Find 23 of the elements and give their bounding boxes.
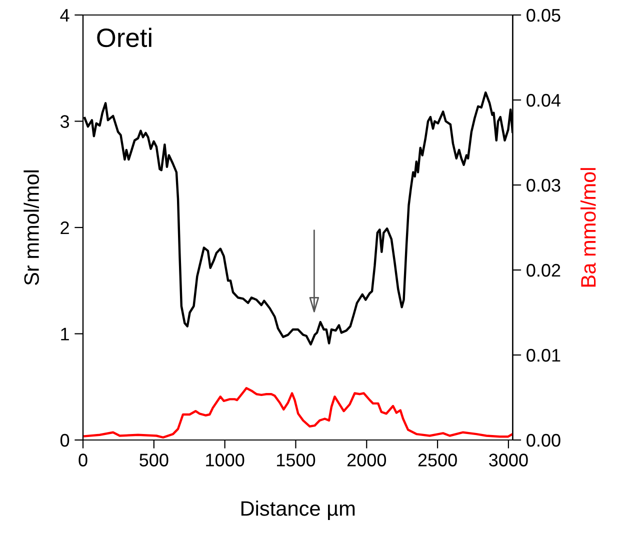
y2-axis-title: Ba mmol/mol [580, 168, 596, 287]
x-tick-label: 500 [140, 454, 168, 466]
y-tick-label: 0 [60, 434, 70, 447]
x-tick-label: 1000 [206, 454, 244, 466]
y2-tick-label: 0.04 [526, 94, 561, 107]
y2-tick-label: 0.05 [526, 8, 560, 22]
x-tick-label: 3000 [489, 454, 528, 466]
y2-tick-label: 0.01 [526, 348, 560, 362]
x-tick-label: 2000 [347, 454, 386, 466]
y2-tick-label: 0.03 [526, 178, 560, 192]
y2-tick-label: 0.00 [526, 434, 560, 447]
y-tick-label: 2 [60, 221, 69, 234]
x-tick-label: 2500 [418, 454, 457, 466]
chart-title: Oreti [97, 28, 152, 48]
x-tick-label: 1500 [277, 454, 316, 466]
y-tick-label: 4 [60, 9, 70, 22]
y-tick-label: 1 [61, 328, 69, 340]
y-tick-label: 3 [60, 115, 70, 128]
x-tick-label: 0 [78, 454, 88, 466]
y-axis-title: Sr mmol/mol [24, 170, 39, 285]
x-axis-title: Distance µm [241, 500, 355, 520]
y2-tick-label: 0.02 [526, 264, 560, 277]
line-series [84, 387, 513, 439]
